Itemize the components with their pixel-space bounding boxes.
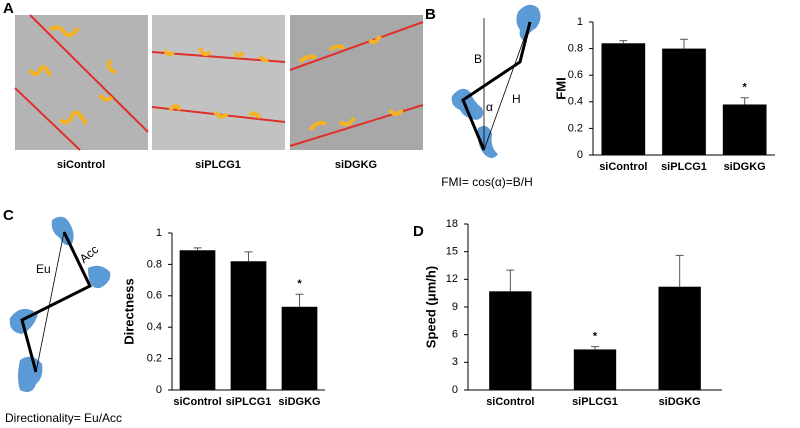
diagram-label: α: [486, 100, 493, 114]
panel-label: A: [3, 0, 14, 17]
x-tick-label: siPLCG1: [226, 396, 272, 408]
error-bar: [680, 38, 688, 49]
bar: [722, 104, 767, 155]
diagram-label: B: [474, 52, 482, 66]
y-tick-label: 0.4: [147, 321, 162, 333]
y-tick-label: 18: [446, 218, 458, 230]
bar: [573, 349, 617, 390]
significance-mark: *: [593, 331, 598, 343]
y-tick-label: 15: [446, 246, 458, 258]
y-axis-label: Directness: [121, 278, 136, 344]
bar: [601, 43, 646, 155]
bar: [230, 261, 267, 390]
error-bar: [244, 251, 253, 262]
y-tick-label: 0.6: [568, 69, 583, 81]
x-tick-label: siDGKG: [724, 161, 766, 173]
panel-label: C: [3, 207, 14, 224]
micrograph: [289, 15, 424, 150]
micrograph: [14, 14, 149, 151]
y-tick-label: 0.6: [147, 290, 162, 302]
y-tick-label: 0.4: [568, 96, 583, 108]
bar: [662, 48, 706, 155]
y-tick-label: 0.2: [568, 122, 583, 134]
y-tick-label: 0.8: [147, 258, 162, 270]
y-axis-label: FMI: [553, 77, 568, 99]
significance-mark: *: [743, 82, 748, 94]
y-tick-label: 0.2: [147, 353, 162, 365]
panel-label: D: [413, 223, 424, 240]
bar: [489, 291, 532, 390]
x-tick-label: siControl: [599, 161, 647, 173]
x-tick-label: siDGKG: [278, 396, 320, 408]
y-tick-label: 0: [452, 384, 458, 396]
bar: [281, 306, 318, 390]
y-axis-label: Speed (μm/h): [423, 266, 438, 348]
y-tick-label: 0.8: [568, 43, 583, 55]
error-bar: [295, 293, 304, 307]
y-tick-label: 6: [452, 329, 458, 341]
bar: [179, 250, 216, 390]
image-caption: siPLCG1: [195, 159, 241, 171]
x-tick-label: siDGKG: [659, 396, 701, 408]
y-tick-label: 1: [577, 16, 583, 28]
y-tick-label: 1: [156, 227, 162, 239]
y-tick-label: 3: [452, 356, 458, 368]
x-tick-label: siControl: [486, 396, 534, 408]
diagram-label: Acc: [77, 242, 101, 266]
diagram-caption: FMI= cos(α)=B/H: [441, 175, 533, 189]
image-caption: siControl: [57, 159, 105, 171]
error-bar: [740, 97, 749, 105]
image-caption: siDGKG: [335, 159, 377, 171]
directionality-diagram: Eu Acc Directionality= Eu/Acc: [5, 216, 122, 425]
error-bar: [591, 346, 599, 350]
x-tick-label: siPLCG1: [661, 161, 707, 173]
y-tick-label: 0: [156, 384, 162, 396]
diagram-caption: Directionality= Eu/Acc: [5, 411, 122, 425]
y-tick-label: 9: [452, 301, 458, 313]
error-bar: [675, 254, 684, 287]
significance-mark: *: [297, 278, 302, 290]
micrograph: [151, 15, 286, 150]
diagram-label: Eu: [36, 262, 51, 276]
fmi-diagram: B H α FMI= cos(α)=B/H: [441, 4, 541, 189]
y-tick-label: 12: [446, 273, 458, 285]
panel-label: B: [425, 6, 436, 23]
diagram-label: H: [512, 92, 521, 106]
error-bar: [506, 269, 515, 292]
x-tick-label: siPLCG1: [572, 396, 618, 408]
x-tick-label: siControl: [173, 396, 221, 408]
y-tick-label: 0: [577, 149, 583, 161]
error-bar: [193, 247, 202, 251]
error-bar: [619, 40, 628, 44]
bar: [658, 286, 701, 390]
